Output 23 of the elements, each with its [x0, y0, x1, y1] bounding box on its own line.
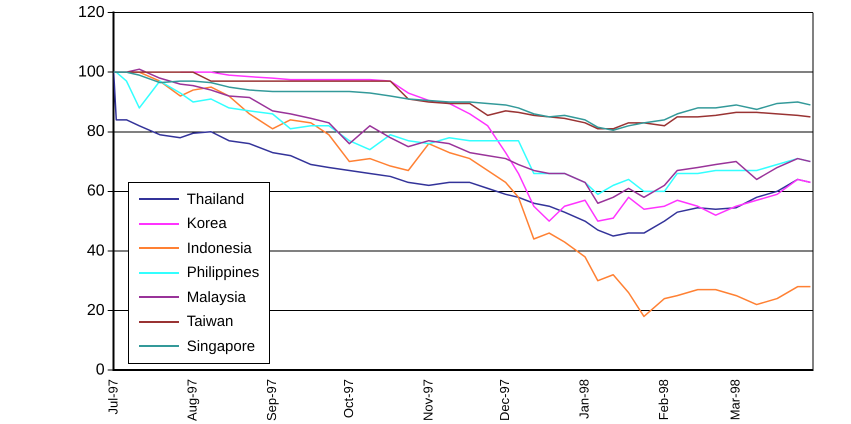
y-tick-label: 80: [86, 123, 105, 140]
x-tick-label: Jul-97: [105, 379, 120, 414]
x-tick-label: Jan-98: [576, 379, 592, 419]
legend-label: Malaysia: [186, 288, 246, 306]
y-tick-label: 0: [96, 361, 105, 378]
y-tick-label: 60: [86, 182, 105, 200]
x-tick-label: Sep-97: [264, 379, 280, 421]
x-tick-label: Oct-97: [340, 379, 356, 418]
legend-label: Philippines: [186, 264, 260, 282]
x-tick-label: Nov-97: [420, 379, 436, 421]
legend-label: Indonesia: [186, 240, 252, 257]
legend-label: Korea: [186, 215, 227, 232]
x-tick-label: Dec-97: [497, 379, 512, 421]
y-tick-label: 120: [78, 4, 105, 22]
y-tick-label: 100: [78, 64, 105, 81]
x-tick-label: Mar-98: [728, 379, 743, 420]
y-tick-label: 40: [86, 242, 105, 260]
legend-label: Thailand: [186, 190, 244, 208]
y-tick-label: 20: [86, 302, 105, 319]
legend-label: Singapore: [186, 338, 256, 355]
legend-label: Taiwan: [186, 313, 234, 330]
x-tick-label: Feb-98: [656, 379, 672, 420]
x-tick-label: Aug-97: [184, 379, 200, 421]
